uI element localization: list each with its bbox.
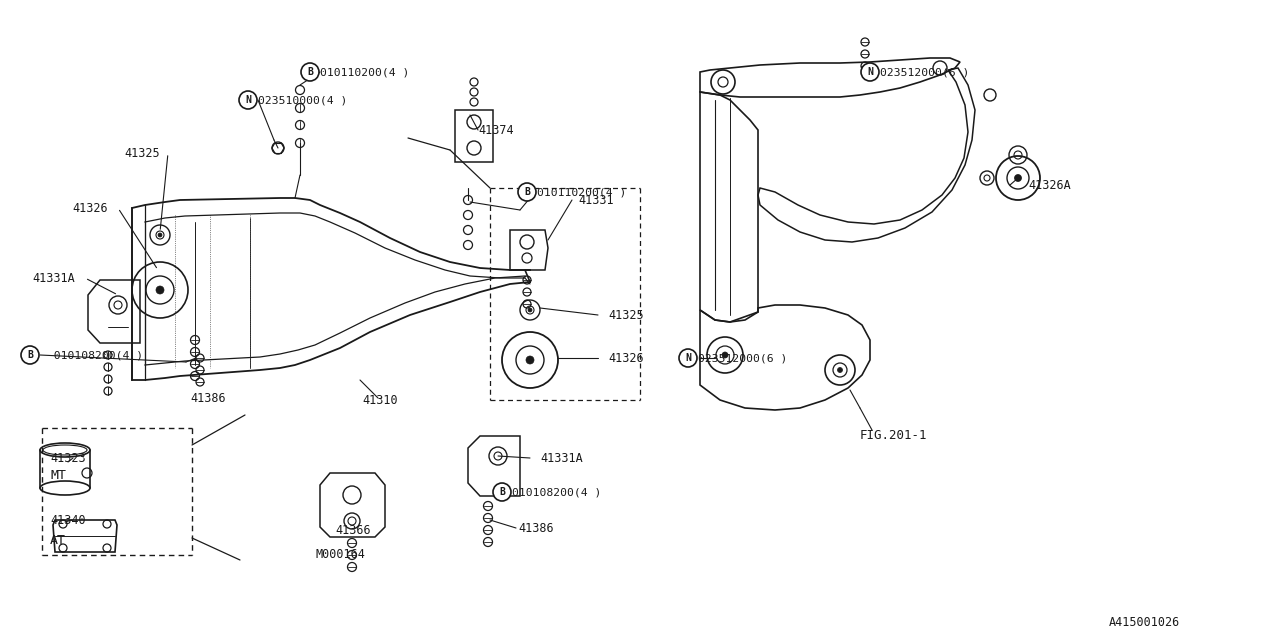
Text: 41331: 41331 bbox=[579, 193, 613, 207]
Text: 41325: 41325 bbox=[124, 147, 160, 159]
Text: B: B bbox=[27, 350, 33, 360]
Text: AT: AT bbox=[50, 534, 67, 547]
Circle shape bbox=[861, 63, 879, 81]
Circle shape bbox=[239, 91, 257, 109]
Text: B: B bbox=[307, 67, 312, 77]
Circle shape bbox=[156, 286, 164, 294]
Circle shape bbox=[1015, 175, 1021, 182]
Text: 010108200(4 ): 010108200(4 ) bbox=[40, 350, 143, 360]
Circle shape bbox=[526, 356, 534, 364]
Circle shape bbox=[529, 308, 532, 312]
Text: FIG.201-1: FIG.201-1 bbox=[860, 429, 928, 442]
Text: B: B bbox=[499, 487, 504, 497]
Circle shape bbox=[678, 349, 698, 367]
Text: 41331A: 41331A bbox=[540, 451, 582, 465]
Text: 41340: 41340 bbox=[50, 513, 86, 527]
Text: 41386: 41386 bbox=[518, 522, 554, 534]
Text: 41374: 41374 bbox=[477, 124, 513, 136]
Text: 010110200(4 ): 010110200(4 ) bbox=[320, 67, 410, 77]
Text: 41326: 41326 bbox=[608, 351, 644, 365]
Text: 41325: 41325 bbox=[608, 308, 644, 321]
Text: N: N bbox=[685, 353, 691, 363]
Text: 41366: 41366 bbox=[335, 524, 371, 536]
Circle shape bbox=[493, 483, 511, 501]
Text: 41331A: 41331A bbox=[32, 271, 76, 285]
Text: 41326A: 41326A bbox=[1028, 179, 1071, 191]
Circle shape bbox=[20, 346, 38, 364]
Text: MT: MT bbox=[50, 468, 67, 481]
Circle shape bbox=[837, 367, 842, 372]
Text: 010108200(4 ): 010108200(4 ) bbox=[512, 487, 602, 497]
Text: N: N bbox=[867, 67, 873, 77]
Circle shape bbox=[518, 183, 536, 201]
Text: B: B bbox=[524, 187, 530, 197]
Text: 023512000(6 ): 023512000(6 ) bbox=[698, 353, 787, 363]
Text: 41326: 41326 bbox=[73, 202, 108, 214]
Circle shape bbox=[301, 63, 319, 81]
Text: N: N bbox=[244, 95, 251, 105]
Circle shape bbox=[722, 352, 728, 358]
Text: 023512000(6 ): 023512000(6 ) bbox=[881, 67, 969, 77]
Text: 41310: 41310 bbox=[362, 394, 398, 406]
Text: 023510000(4 ): 023510000(4 ) bbox=[259, 95, 347, 105]
Text: A415001026: A415001026 bbox=[1108, 616, 1180, 628]
Text: 41386: 41386 bbox=[189, 392, 225, 404]
Circle shape bbox=[157, 233, 163, 237]
Text: 41323: 41323 bbox=[50, 451, 86, 465]
Text: M000164: M000164 bbox=[315, 548, 365, 561]
Text: 010110200(4 ): 010110200(4 ) bbox=[538, 187, 626, 197]
